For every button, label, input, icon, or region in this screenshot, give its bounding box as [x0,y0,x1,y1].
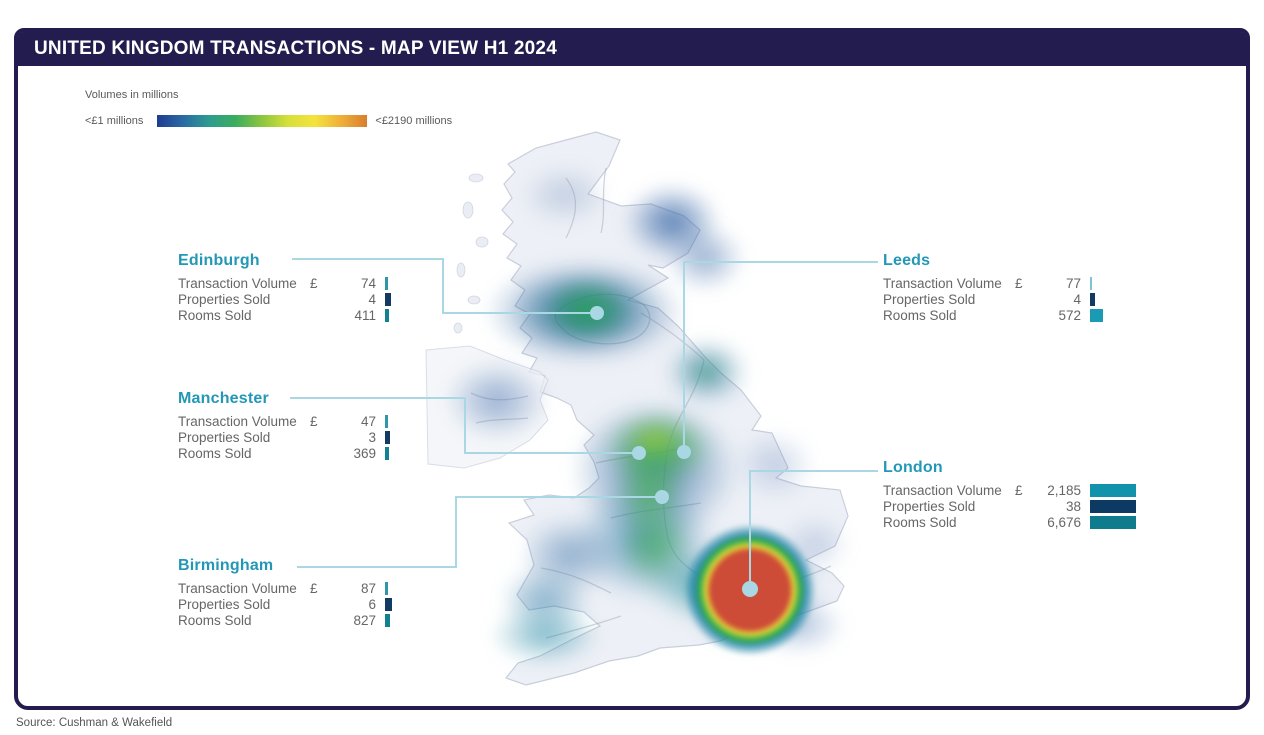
metric-value: 369 [353,446,376,462]
map-marker-manchester[interactable] [632,446,646,460]
metric-label: Rooms Sold [178,308,252,324]
metric-bar [385,581,388,595]
callout-line [442,258,444,314]
metric-value: 6 [368,596,376,612]
metric-value: 77 [1065,275,1081,291]
metric-bar [1090,516,1136,530]
callout-line [455,496,663,498]
city-callout-london: London Transaction Volume £2,185 Properti… [883,459,1136,531]
city-name: Leeds [883,252,931,269]
metric-label: Transaction Volume [178,580,297,596]
metric-bar [385,309,389,323]
metric-bar [1090,483,1136,497]
metric-bar [385,614,390,628]
metric-value: 2,185 [1047,482,1081,498]
metric-value: 74 [360,275,376,291]
city-name: London [883,459,943,476]
callout-line [297,566,457,568]
metric-label: Properties Sold [178,429,271,445]
metric-bar [1090,276,1092,290]
map-marker-edinburgh[interactable] [590,306,604,320]
currency-symbol: £ [1015,482,1023,498]
currency-symbol: £ [310,580,318,596]
callout-line [290,397,466,399]
callout-line [684,261,878,263]
city-callout-leeds: Leeds Transaction Volume £77 Properties S… [883,252,1103,324]
metric-label: Rooms Sold [883,308,957,324]
city-callout-edinburgh: Edinburgh Transaction Volume £74 Properti… [178,252,391,324]
callout-line [751,470,878,472]
city-callout-manchester: Manchester Transaction Volume £47 Propert… [178,390,390,462]
legend-max-label: <£2190 millions [375,115,453,127]
metric-bar [385,447,389,461]
page-title: UNITED KINGDOM TRANSACTIONS - MAP VIEW H… [34,38,557,59]
metric-label: Rooms Sold [178,613,252,629]
callout-line [442,312,598,314]
metric-label: Properties Sold [178,291,271,307]
map-marker-leeds[interactable] [677,445,691,459]
metric-bar [1090,309,1103,323]
metric-label: Transaction Volume [178,413,297,429]
source-text: Source: Cushman & Wakefield [16,717,173,729]
metric-bar [385,414,388,428]
map-marker-london[interactable] [742,581,758,597]
metric-value: 6,676 [1047,515,1081,531]
metric-value: 38 [1065,498,1081,514]
metric-label: Transaction Volume [883,482,1002,498]
metric-label: Properties Sold [883,291,976,307]
currency-symbol: £ [310,275,318,291]
legend-gradient-bar [157,115,368,127]
metric-value: 4 [1073,291,1081,307]
city-name: Manchester [178,390,269,407]
metric-label: Rooms Sold [883,515,957,531]
map-marker-birmingham[interactable] [655,490,669,504]
legend-min-label: <£1 millions [85,115,144,127]
callout-line [464,397,466,454]
header-bar: UNITED KINGDOM TRANSACTIONS - MAP VIEW H… [18,32,1246,66]
metric-bar [385,292,391,306]
metric-label: Rooms Sold [178,446,252,462]
metric-bar [1090,292,1095,306]
metric-value: 411 [354,308,376,324]
currency-symbol: £ [1015,275,1023,291]
currency-symbol: £ [310,413,318,429]
uk-map [416,118,996,706]
metric-label: Transaction Volume [883,275,1002,291]
islands [453,173,489,334]
metric-bar [385,430,390,444]
callout-line [464,452,640,454]
metric-label: Properties Sold [178,596,271,612]
callout-line [683,261,685,453]
callout-line [455,496,457,568]
metric-value: 87 [360,580,376,596]
metric-value: 3 [368,429,376,445]
ireland-outline [425,345,549,469]
city-name: Edinburgh [178,252,260,269]
metric-bar [385,276,388,290]
volume-legend: <£1 millions <£2190 millions [85,115,452,127]
city-callout-birmingham: Birmingham Transaction Volume £87 Propert… [178,557,392,629]
metric-label: Properties Sold [883,498,976,514]
metric-value: 4 [368,291,376,307]
city-name: Birmingham [178,557,274,574]
metric-value: 572 [1058,308,1081,324]
metric-value: 827 [353,613,376,629]
callout-line [749,470,751,589]
callout-line [292,258,444,260]
metric-bar [385,597,392,611]
metric-bar [1090,499,1136,513]
metric-label: Transaction Volume [178,275,297,291]
legend-caption: Volumes in millions [85,89,179,101]
metric-value: 47 [360,413,376,429]
